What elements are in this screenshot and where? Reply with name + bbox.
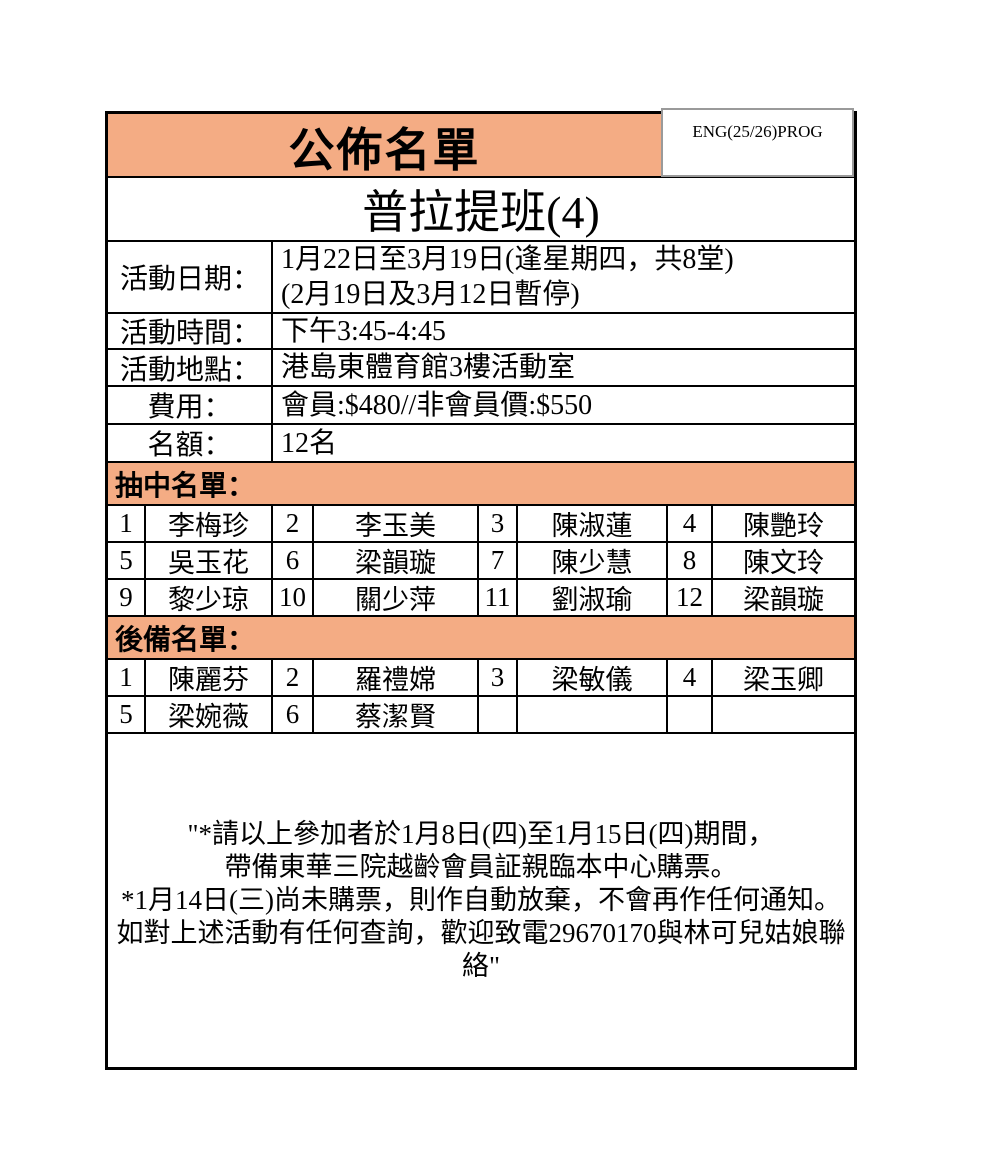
drawn-list-row-1: 1 李梅珍 2 李玉美 3 陳淑蓮 4 陳艷玲 [108, 506, 854, 543]
class-title: 普拉提班(4) [108, 178, 854, 242]
entry-name: 李玉美 [314, 506, 479, 541]
entry-number: 11 [479, 580, 518, 615]
quota-value: 12名 [281, 427, 338, 459]
header-banner: 公佈名單 ENG(25/26)PROG [108, 108, 854, 178]
entry-number: 7 [479, 543, 518, 578]
date-line-1: 1月22日至3月19日(逢星期四，共8堂) [281, 244, 734, 275]
backup-list-row-1: 1 陳麗芬 2 羅禮嫦 3 梁敏儀 4 梁玉卿 [108, 660, 854, 697]
footer-line-4: 如對上述活動有任何查詢，歡迎致電29670170與林可兒姑娘聯絡" [116, 918, 846, 981]
entry-name-empty [713, 697, 854, 732]
entry-number: 1 [108, 660, 146, 695]
entry-name: 吳玉花 [146, 543, 273, 578]
entry-number: 3 [479, 506, 518, 541]
venue-value: 港島東體育館3樓活動室 [281, 352, 576, 383]
entry-name: 梁韻璇 [314, 543, 479, 578]
backup-list-header: 後備名單： [108, 617, 854, 660]
footer-line-1: "*請以上參加者於1月8日(四)至1月15日(四)期間， [187, 819, 775, 849]
entry-name: 李梅珍 [146, 506, 273, 541]
drawn-list-header: 抽中名單： [108, 463, 854, 506]
info-row-venue: 活動地點： 港島東體育館3樓活動室 [108, 350, 854, 387]
info-row-date: 活動日期： 1月22日至3月19日(逢星期四，共8堂) (2月19日及3月12日… [108, 242, 854, 314]
entry-name: 劉淑瑜 [518, 580, 668, 615]
entry-name-empty [518, 697, 668, 732]
entry-number: 2 [273, 660, 314, 695]
entry-number-empty [479, 697, 518, 732]
entry-number: 2 [273, 506, 314, 541]
drawn-list-row-2: 5 吳玉花 6 梁韻璇 7 陳少慧 8 陳文玲 [108, 543, 854, 580]
entry-name: 蔡潔賢 [314, 697, 479, 732]
info-row-fee: 費用： 會員:$480//非會員價:$550 [108, 387, 854, 425]
entry-number: 5 [108, 697, 146, 732]
entry-name: 陳少慧 [518, 543, 668, 578]
time-label: 活動時間： [108, 314, 273, 349]
entry-name: 梁敏儀 [518, 660, 668, 695]
entry-number-empty [668, 697, 713, 732]
info-row-quota: 名額： 12名 [108, 425, 854, 463]
entry-name: 梁玉卿 [743, 665, 824, 695]
entry-number: 9 [108, 580, 146, 615]
entry-name: 羅禮嫦 [314, 660, 479, 695]
entry-name: 陳淑蓮 [518, 506, 668, 541]
time-value: 下午3:45-4:45 [281, 315, 446, 347]
date-label: 活動日期： [108, 242, 273, 312]
entry-number: 5 [108, 543, 146, 578]
entry-name: 梁婉薇 [146, 697, 273, 732]
backup-list-row-2: 5 梁婉薇 6 蔡潔賢 [108, 697, 854, 734]
entry-number: 10 [273, 580, 314, 615]
announcement-sheet: 公佈名單 ENG(25/26)PROG 普拉提班(4) 活動日期： 1月22日至… [105, 108, 857, 1070]
quota-label: 名額： [108, 425, 273, 461]
entry-number: 3 [479, 660, 518, 695]
entry-number: 1 [108, 506, 146, 541]
footer-line-2: 帶備東華三院越齡會員証親臨本中心購票。 [224, 852, 738, 882]
program-code-box: ENG(25/26)PROG [661, 108, 854, 177]
venue-label: 活動地點： [108, 350, 273, 386]
date-line-2: (2月19日及3月12日暫停) [281, 279, 580, 310]
entry-name: 陳文玲 [743, 548, 824, 578]
entry-number: 8 [668, 543, 713, 578]
entry-number: 12 [668, 580, 713, 615]
entry-name: 關少萍 [314, 580, 479, 615]
footer-line-3: *1月14日(三)尚未購票，則作自動放棄，不會再作任何通知。 [121, 885, 841, 915]
fee-value: 會員:$480//非會員價:$550 [281, 389, 593, 421]
fee-label: 費用： [108, 387, 273, 423]
entry-name: 陳麗芬 [146, 660, 273, 695]
entry-name: 陳艷玲 [743, 511, 824, 541]
entry-name: 梁韻璇 [743, 585, 824, 615]
entry-name: 黎少琼 [146, 580, 273, 615]
page-title: 公佈名單 [288, 125, 481, 176]
entry-number: 4 [668, 660, 713, 695]
footer-note: "*請以上參加者於1月8日(四)至1月15日(四)期間， 帶備東華三院越齡會員証… [108, 734, 854, 1067]
entry-number: 4 [668, 506, 713, 541]
date-value: 1月22日至3月19日(逢星期四，共8堂) (2月19日及3月12日暫停) [273, 242, 854, 312]
entry-number: 6 [273, 697, 314, 732]
entry-number: 6 [273, 543, 314, 578]
drawn-list-row-3: 9 黎少琼 10 關少萍 11 劉淑瑜 12 梁韻璇 [108, 580, 854, 617]
info-row-time: 活動時間： 下午3:45-4:45 [108, 314, 854, 350]
